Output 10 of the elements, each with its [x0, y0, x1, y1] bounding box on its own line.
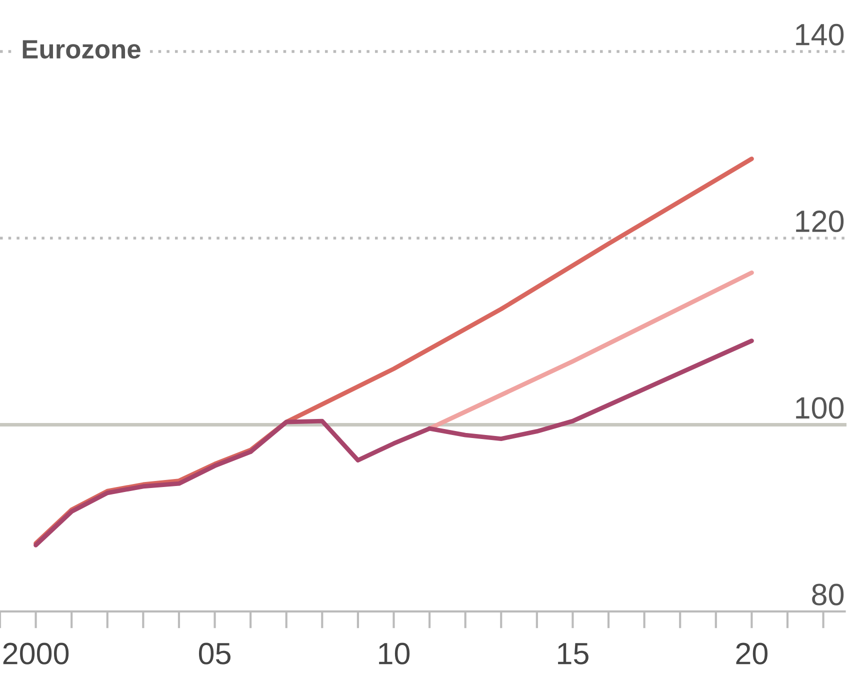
x-tick-label: 2000	[3, 642, 69, 664]
x-tick-label: 10	[379, 642, 410, 664]
y-tick-label: 100	[796, 397, 844, 419]
y-tick-label: 140	[796, 24, 844, 46]
y-tick-label: 80	[812, 584, 844, 606]
y-tick-label: 120	[796, 210, 844, 232]
chart-title: Eurozone	[22, 40, 140, 59]
x-tick-label: 20	[736, 642, 768, 664]
x-tick-label: 15	[558, 643, 588, 664]
x-tick-label: 05	[198, 642, 230, 664]
